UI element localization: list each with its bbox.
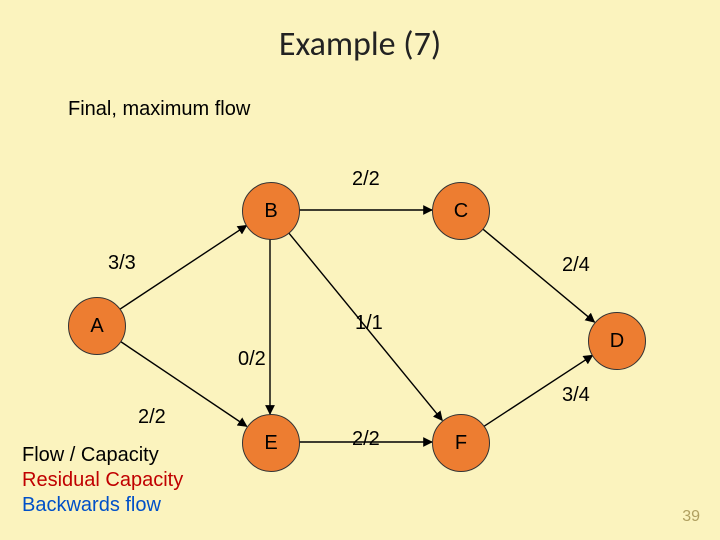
edge-label-e-f: 2/2 xyxy=(352,428,380,451)
node-f: F xyxy=(432,414,490,472)
legend-flow-capacity: Flow / Capacity xyxy=(22,443,183,468)
node-a: A xyxy=(68,297,126,355)
edge-label-b-c: 2/2 xyxy=(352,168,380,191)
legend-residual: Residual Capacity xyxy=(22,468,183,493)
edge-a-b xyxy=(119,225,246,309)
node-c: C xyxy=(432,182,490,240)
edge-label-b-f: 1/1 xyxy=(355,312,383,335)
edge-label-a-b: 3/3 xyxy=(108,252,136,275)
node-b: B xyxy=(242,182,300,240)
edge-label-a-e: 2/2 xyxy=(138,406,166,429)
legend-backwards: Backwards flow xyxy=(22,493,183,518)
edge-label-b-e: 0/2 xyxy=(238,348,266,371)
page-number: 39 xyxy=(682,508,700,526)
node-e: E xyxy=(242,414,300,472)
node-d: D xyxy=(588,312,646,370)
legend: Flow / Capacity Residual Capacity Backwa… xyxy=(22,443,183,518)
edge-label-c-d: 2/4 xyxy=(562,254,590,277)
edge-label-f-d: 3/4 xyxy=(562,384,590,407)
